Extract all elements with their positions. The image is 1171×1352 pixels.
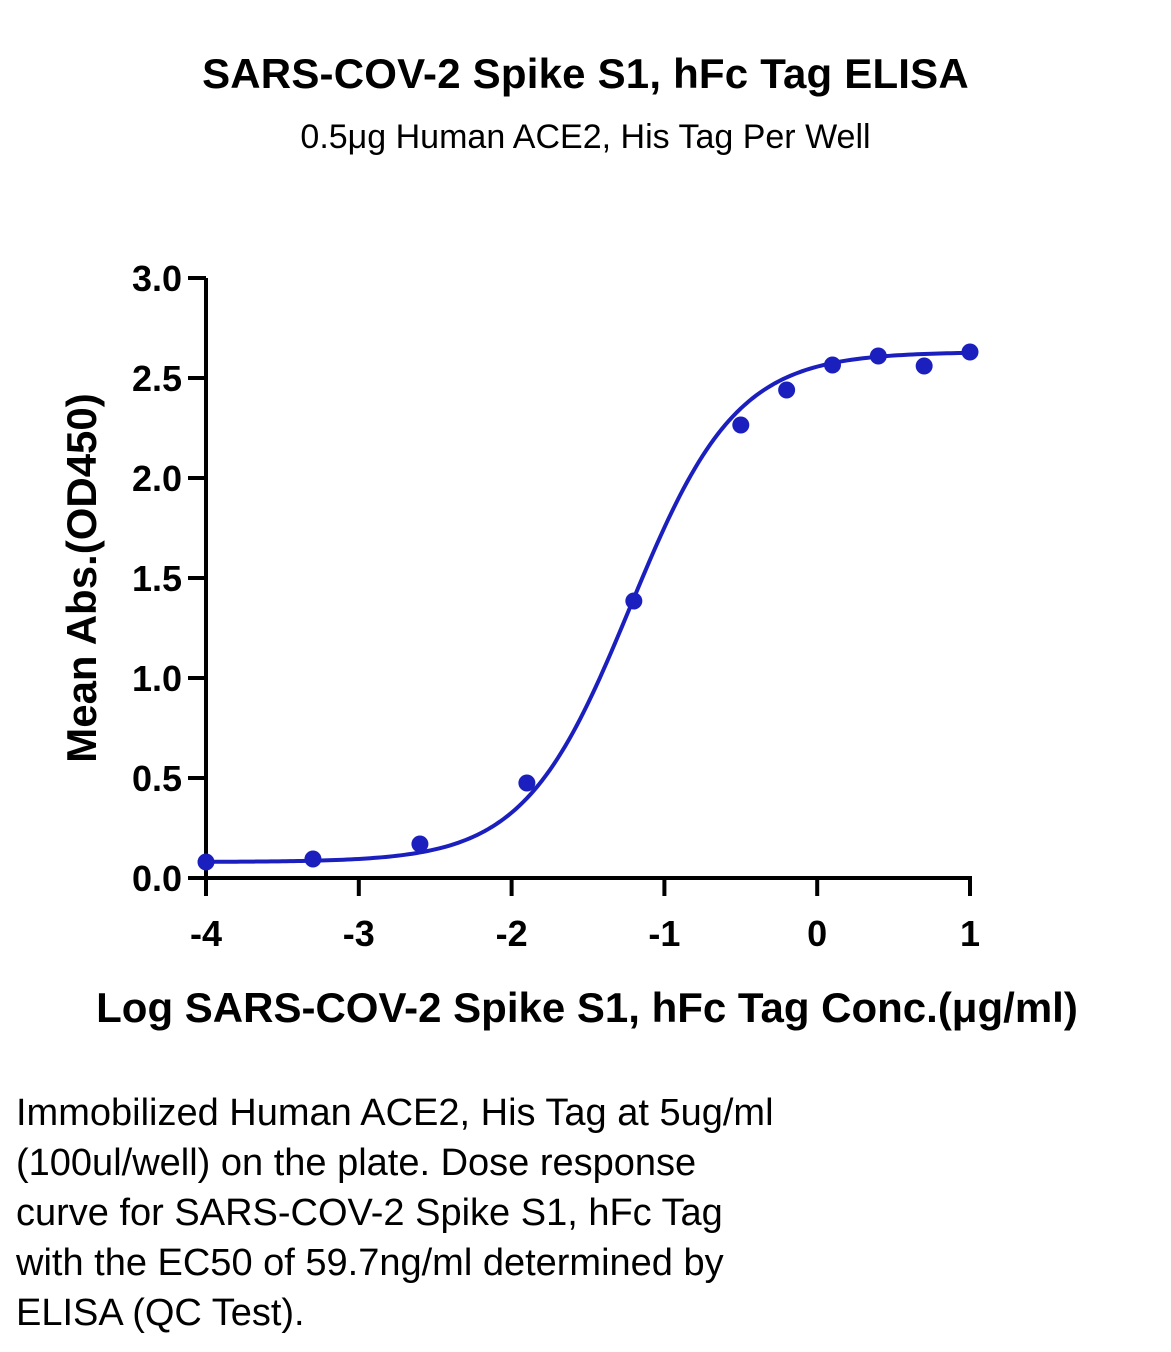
y-tick-label: 1.5 [132, 558, 182, 599]
x-tick-label: -2 [496, 913, 528, 954]
caption-line: ELISA (QC Test). [16, 1292, 305, 1334]
data-points [197, 343, 979, 871]
data-point [915, 357, 933, 375]
elisa-chart: 0.0 0.5 1.0 1.5 2.0 2.5 3.0 -4 -3 -2 -1 0 1 Log SARS… [58, 258, 1078, 1031]
figure-caption: Immobilized Human ACE2, His Tag at 5ug/m… [16, 1088, 976, 1338]
data-point [869, 347, 887, 365]
y-tick-label: 2.5 [132, 358, 182, 399]
data-point [732, 416, 750, 434]
data-point [823, 356, 841, 374]
y-tick-label: 3.0 [132, 258, 182, 299]
data-point [411, 835, 429, 853]
caption-line: curve for SARS-COV-2 Spike S1, hFc Tag [16, 1192, 723, 1234]
data-point [197, 853, 215, 871]
data-point [778, 381, 796, 399]
chart-axes: 0.0 0.5 1.0 1.5 2.0 2.5 3.0 -4 -3 -2 -1 0 1 [132, 258, 980, 954]
caption-line: (100ul/well) on the plate. Dose response [16, 1142, 697, 1184]
x-tick-label: 1 [960, 913, 980, 954]
data-point [961, 343, 979, 361]
caption-line: with the EC50 of 59.7ng/ml determined by [16, 1242, 724, 1284]
x-axis-label: Log SARS-COV-2 Spike S1, hFc Tag Conc.(μ… [96, 984, 1078, 1031]
data-point [518, 774, 536, 792]
y-axis-label: Mean Abs.(OD450) [58, 393, 105, 763]
y-tick-label: 2.0 [132, 458, 182, 499]
y-tick-label: 0.0 [132, 858, 182, 899]
fit-curve [205, 350, 971, 864]
caption-line: Immobilized Human ACE2, His Tag at 5ug/m… [16, 1092, 774, 1134]
x-tick-label: 0 [807, 913, 827, 954]
data-point [625, 592, 643, 610]
x-tick-label: -3 [343, 913, 375, 954]
x-tick-label: -4 [190, 913, 222, 954]
y-tick-label: 0.5 [132, 758, 182, 799]
y-tick-label: 1.0 [132, 658, 182, 699]
data-point [304, 850, 322, 868]
x-tick-label: -1 [648, 913, 680, 954]
chart-subtitle: 0.5μg Human ACE2, His Tag Per Well [300, 118, 871, 156]
chart-title: SARS-COV-2 Spike S1, hFc Tag ELISA [202, 50, 969, 97]
